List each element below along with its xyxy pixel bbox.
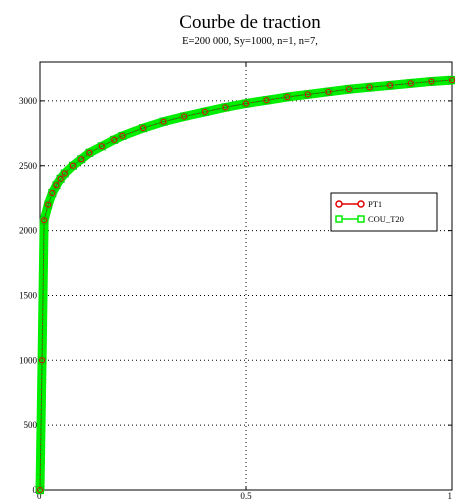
legend-label: PT1 — [368, 199, 382, 209]
series-point-cou-t20 — [345, 85, 353, 94]
y-tick-label: 3000 — [19, 96, 38, 106]
series-point-cou-t20 — [448, 76, 455, 85]
series-point-pt1 — [111, 136, 118, 143]
series-point-cou-t20 — [262, 96, 271, 105]
y-tick-label: 500 — [24, 420, 38, 430]
series-point-cou-t20 — [283, 93, 292, 102]
tick-labels: 0 500 1000 1500 2000 2500 3000 0 0.5 1 — [19, 96, 452, 501]
series-point-cou-t20 — [159, 117, 168, 126]
series-point-cou-t20 — [365, 83, 374, 92]
series-point-pt1 — [263, 97, 270, 104]
series-point-cou-t20 — [139, 124, 147, 133]
legend-marker-square — [357, 215, 365, 223]
y-tick-label: 2500 — [19, 161, 38, 171]
series-point-pt1 — [160, 118, 167, 125]
series-point-pt1 — [57, 175, 64, 182]
series-point-pt1 — [181, 113, 188, 120]
x-tick-label: 1 — [448, 491, 453, 501]
plot-series — [35, 75, 455, 495]
series-point-cou-t20 — [68, 161, 77, 170]
series-point-pt1 — [98, 143, 105, 150]
legend-marker-circle — [335, 200, 343, 208]
series-point-cou-t20 — [200, 107, 209, 116]
series-point-cou-t20 — [77, 155, 86, 164]
legend: PT1 COU_T20 — [330, 192, 438, 232]
series-point-pt1 — [69, 162, 76, 169]
series-point-pt1 — [37, 487, 43, 493]
y-tick-label: 1000 — [19, 355, 38, 365]
series-point-pt1 — [428, 78, 435, 85]
series-point-cou-t20 — [97, 142, 106, 151]
series-point-pt1 — [119, 132, 126, 139]
series-point-pt1 — [53, 182, 60, 189]
chart-title: Courbe de traction — [179, 12, 321, 33]
series-point-pt1 — [304, 91, 311, 98]
chart-subtitle: E=200 000, Sy=1000, n=1, n=7, — [182, 36, 318, 47]
series-point-pt1 — [222, 104, 229, 111]
series-point-cou-t20 — [48, 188, 57, 197]
series-point-cou-t20 — [406, 79, 415, 88]
x-tick-label: 0.5 — [240, 491, 252, 501]
y-tick-label: 1500 — [19, 290, 38, 300]
legend-marker-circle — [357, 200, 365, 208]
series-point-pt1 — [201, 108, 208, 115]
series-point-pt1 — [407, 80, 414, 87]
series-point-cou-t20 — [324, 87, 333, 96]
series-point-cou-t20 — [221, 103, 230, 112]
series-point-cou-t20 — [38, 356, 47, 365]
series-point-pt1 — [61, 170, 68, 177]
series-point-pt1 — [140, 125, 146, 132]
series-point-cou-t20 — [44, 200, 53, 209]
y-tick-label: 2000 — [19, 226, 38, 236]
series-point-cou-t20 — [60, 169, 69, 178]
series-point-pt1 — [346, 86, 352, 93]
legend-marker-square — [335, 215, 343, 223]
series-point-pt1 — [387, 82, 394, 89]
series-point-cou-t20 — [56, 174, 65, 183]
series-point-cou-t20 — [52, 181, 61, 190]
legend-box — [330, 192, 438, 232]
legend-label: COU_T20 — [368, 214, 404, 224]
y-tick-label: 0 — [33, 485, 38, 495]
series-point-pt1 — [284, 94, 291, 101]
series-point-cou-t20 — [242, 99, 250, 108]
series-point-cou-t20 — [118, 131, 127, 140]
series-point-pt1 — [78, 156, 85, 163]
x-tick-label: 0 — [37, 491, 42, 501]
series-point-pt1 — [49, 189, 56, 196]
series-point-cou-t20 — [40, 216, 49, 225]
series-point-cou-t20 — [110, 135, 119, 144]
series-point-pt1 — [243, 100, 249, 107]
series-point-cou-t20 — [85, 148, 94, 157]
series-point-pt1 — [39, 357, 46, 364]
series-point-pt1 — [86, 149, 93, 156]
series-point-cou-t20 — [303, 90, 312, 99]
series-point-pt1 — [325, 88, 332, 95]
series-point-cou-t20 — [427, 77, 436, 86]
grid-lines — [40, 62, 452, 490]
series-line-pt1 — [39, 79, 453, 491]
series-point-pt1 — [366, 84, 373, 91]
series-line-cou-t20 — [35, 75, 455, 495]
series-point-cou-t20 — [180, 112, 189, 121]
series-point-cou-t20 — [36, 486, 44, 494]
series-point-pt1 — [41, 217, 48, 224]
series-point-pt1 — [45, 201, 52, 208]
